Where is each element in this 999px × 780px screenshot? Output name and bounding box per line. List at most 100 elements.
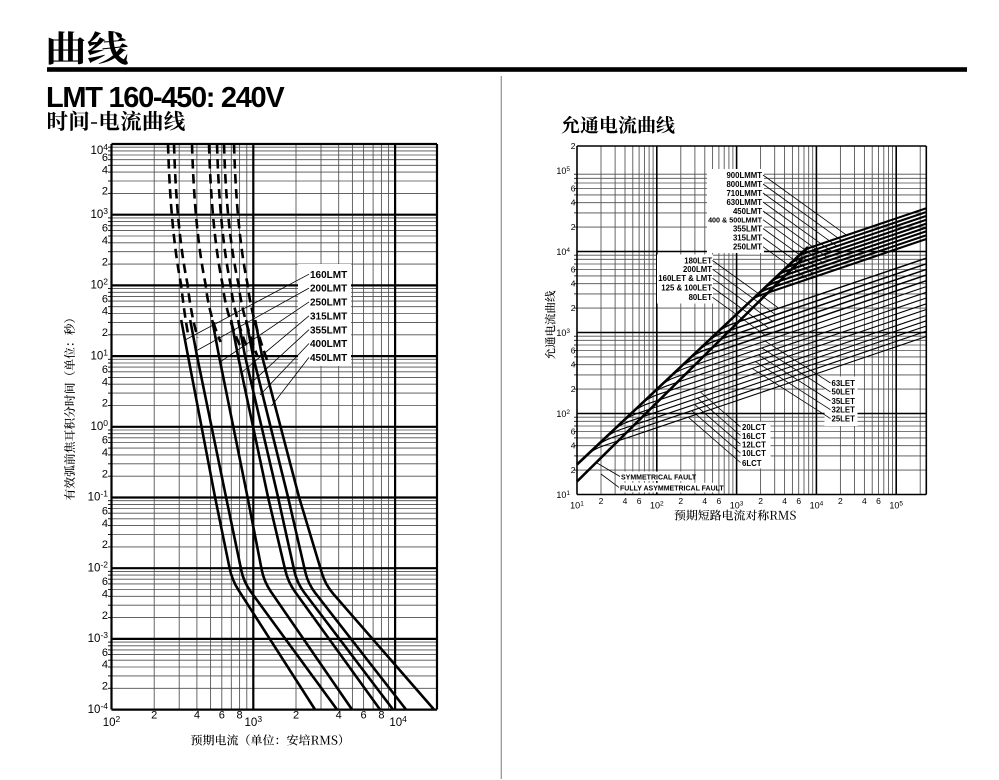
svg-text:6: 6 [102, 505, 108, 517]
svg-text:180LET: 180LET [684, 256, 712, 265]
svg-text:4: 4 [102, 235, 108, 247]
svg-text:6: 6 [571, 427, 576, 437]
svg-text:6: 6 [571, 184, 576, 194]
svg-text:8: 8 [378, 710, 384, 722]
svg-text:355LMT: 355LMT [733, 224, 762, 233]
svg-text:103: 103 [730, 501, 744, 511]
svg-text:2: 2 [102, 539, 108, 551]
svg-text:4: 4 [102, 376, 108, 388]
svg-text:4: 4 [102, 164, 108, 176]
svg-text:4: 4 [623, 496, 628, 506]
svg-text:SYMMETRICAL FAULT: SYMMETRICAL FAULT [621, 474, 697, 481]
svg-text:6: 6 [796, 496, 801, 506]
svg-text:710LMMT: 710LMMT [726, 189, 762, 198]
svg-text:2: 2 [102, 468, 108, 480]
svg-text:6: 6 [102, 364, 108, 376]
svg-text:4: 4 [102, 518, 108, 530]
svg-text:6: 6 [876, 496, 881, 506]
svg-text:102: 102 [650, 501, 664, 511]
svg-text:80LET: 80LET [689, 293, 713, 302]
svg-text:4: 4 [782, 496, 787, 506]
svg-text:4: 4 [102, 306, 108, 318]
svg-text:8: 8 [237, 710, 243, 722]
svg-text:6: 6 [102, 576, 108, 588]
svg-text:104: 104 [556, 247, 570, 257]
svg-text:315LMT: 315LMT [310, 311, 347, 322]
svg-text:63LET: 63LET [832, 379, 856, 388]
svg-text:2: 2 [599, 496, 604, 506]
svg-text:6LCT: 6LCT [742, 459, 762, 468]
svg-text:105: 105 [556, 166, 570, 176]
svg-text:32LET: 32LET [832, 406, 856, 415]
svg-text:20LCT: 20LCT [742, 423, 766, 432]
svg-text:2: 2 [571, 141, 576, 151]
svg-text:900LMMT: 900LMMT [726, 171, 762, 180]
svg-text:10LCT: 10LCT [742, 449, 766, 458]
svg-text:2: 2 [678, 496, 683, 506]
svg-text:2: 2 [571, 222, 576, 232]
svg-text:2: 2 [293, 710, 299, 722]
svg-text:2: 2 [758, 496, 763, 506]
svg-text:630LMMT: 630LMMT [726, 198, 762, 207]
svg-text:4: 4 [194, 710, 200, 722]
svg-text:6: 6 [102, 435, 108, 447]
svg-text:6: 6 [102, 223, 108, 235]
svg-text:4: 4 [571, 198, 576, 208]
svg-text:104: 104 [810, 501, 824, 511]
svg-text:6: 6 [102, 293, 108, 305]
svg-text:4: 4 [102, 447, 108, 459]
svg-text:200LMT: 200LMT [310, 284, 347, 295]
svg-text:4: 4 [102, 659, 108, 671]
svg-text:2: 2 [102, 681, 108, 693]
svg-text:450LMT: 450LMT [733, 207, 762, 216]
svg-text:2: 2 [151, 710, 157, 722]
svg-text:400 & 500LMMT: 400 & 500LMMT [708, 216, 763, 225]
svg-text:200LMT: 200LMT [683, 265, 712, 274]
svg-text:160LMT: 160LMT [310, 270, 347, 281]
svg-text:2: 2 [838, 496, 843, 506]
svg-text:6: 6 [361, 710, 367, 722]
svg-text:LMT 160-450: 240V: LMT 160-450: 240V [46, 82, 285, 114]
svg-text:160LET & LMT: 160LET & LMT [658, 274, 712, 283]
svg-text:2: 2 [102, 186, 108, 198]
svg-text:4: 4 [102, 589, 108, 601]
svg-text:6: 6 [102, 647, 108, 659]
svg-text:25LET: 25LET [832, 414, 856, 423]
svg-text:2: 2 [102, 610, 108, 622]
svg-text:2: 2 [102, 256, 108, 268]
svg-text:102: 102 [556, 409, 570, 419]
svg-text:250LMT: 250LMT [310, 298, 347, 309]
svg-text:6: 6 [571, 346, 576, 356]
svg-text:2: 2 [571, 465, 576, 475]
svg-text:103: 103 [556, 328, 570, 338]
svg-text:101: 101 [556, 490, 570, 500]
svg-text:400LMT: 400LMT [310, 339, 347, 350]
svg-text:355LMT: 355LMT [310, 325, 347, 336]
svg-text:35LET: 35LET [832, 397, 856, 406]
svg-text:2: 2 [571, 384, 576, 394]
svg-text:12LCT: 12LCT [742, 441, 766, 450]
svg-text:101: 101 [570, 501, 584, 511]
svg-text:4: 4 [336, 710, 342, 722]
svg-text:50LET: 50LET [832, 388, 856, 397]
svg-text:125 & 100LET: 125 & 100LET [661, 283, 712, 292]
svg-text:315LMT: 315LMT [733, 233, 762, 242]
svg-text:4: 4 [702, 496, 707, 506]
svg-text:6: 6 [219, 710, 225, 722]
svg-text:4: 4 [571, 441, 576, 451]
svg-text:2: 2 [571, 303, 576, 313]
svg-text:450LMT: 450LMT [310, 353, 347, 364]
svg-text:6: 6 [717, 496, 722, 506]
svg-text:2: 2 [102, 398, 108, 410]
svg-text:6: 6 [571, 265, 576, 275]
svg-text:105: 105 [889, 501, 903, 511]
svg-text:16LCT: 16LCT [742, 432, 766, 441]
svg-text:4: 4 [571, 360, 576, 370]
svg-text:FULLY ASYMMETRICAL FAULT: FULLY ASYMMETRICAL FAULT [620, 485, 724, 492]
svg-text:250LMT: 250LMT [733, 243, 762, 252]
svg-text:6: 6 [102, 152, 108, 164]
svg-text:2: 2 [102, 327, 108, 339]
svg-text:4: 4 [571, 279, 576, 289]
svg-text:800LMMT: 800LMMT [726, 180, 762, 189]
svg-text:6: 6 [637, 496, 642, 506]
